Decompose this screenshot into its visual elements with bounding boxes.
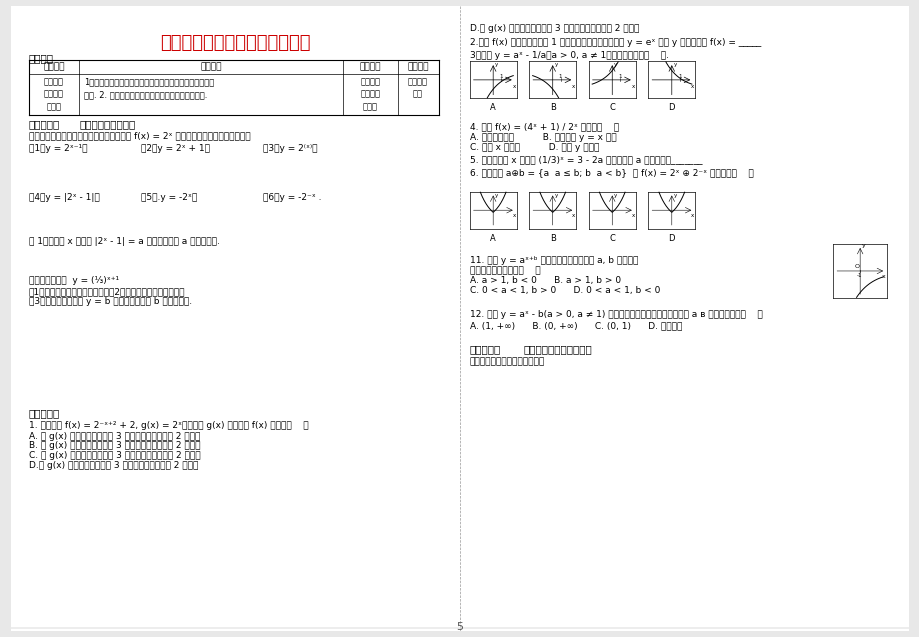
Text: A. 将 g(x) 的图像先向左平移 3 个单位，再向上平移 2 个单位: A. 将 g(x) 的图像先向左平移 3 个单位，再向上平移 2 个单位 <box>28 432 199 441</box>
Text: 1: 1 <box>558 75 562 80</box>
Text: （6）y = -2⁻ˣ .: （6）y = -2⁻ˣ . <box>263 192 321 201</box>
Text: 指数函数图像的变换: 指数函数图像的变换 <box>79 119 135 129</box>
Text: 学习目标: 学习目标 <box>200 62 221 71</box>
Text: y: y <box>554 192 557 197</box>
Text: A. 关于原点对称          B. 关于直线 y = x 对称: A. 关于原点对称 B. 关于直线 y = x 对称 <box>470 132 616 142</box>
Text: 2.函数 f(x) 的图像向右平移 1 单位长度，所得图像与曲线 y = eˣ 关于 y 轴对称，则 f(x) = _____: 2.函数 f(x) 的图像向右平移 1 单位长度，所得图像与曲线 y = eˣ … <box>470 38 760 47</box>
Text: 4. 函数 f(x) = (4ˣ + 1) / 2ˣ 的图像（    ）: 4. 函数 f(x) = (4ˣ + 1) / 2ˣ 的图像（ ） <box>470 122 618 131</box>
Text: y: y <box>494 62 498 68</box>
Text: -1: -1 <box>857 273 862 278</box>
Text: （5）.y = -2ˣ；: （5）.y = -2ˣ； <box>141 192 197 201</box>
Text: C. 0 < a < 1, b > 0      D. 0 < a < 1, b < 0: C. 0 < a < 1, b > 0 D. 0 < a < 1, b < 0 <box>470 285 660 295</box>
Text: 画出下列函数的图像，并说明它们是由函数 f(x) = 2ˣ 的图像经过怎样的变换得到的？: 画出下列函数的图像，并说明它们是由函数 f(x) = 2ˣ 的图像经过怎样的变换… <box>28 132 250 141</box>
Text: C: C <box>608 103 615 112</box>
Text: A: A <box>490 234 495 243</box>
Text: （4）y = |2ˣ - 1|；: （4）y = |2ˣ - 1|； <box>28 192 99 201</box>
Text: C: C <box>608 234 615 243</box>
Text: 对数的运
算及其换
底公式: 对数的运 算及其换 底公式 <box>44 77 64 111</box>
Text: x: x <box>572 213 575 218</box>
Text: x: x <box>881 274 885 279</box>
Text: D.将 g(x) 的图像先向右平移 3 个单位，再向下平移 2 个单位: D.将 g(x) 的图像先向右平移 3 个单位，再向下平移 2 个单位 <box>28 461 198 470</box>
Text: x: x <box>512 213 516 218</box>
Text: 选择、填
空题: 选择、填 空题 <box>408 77 427 99</box>
Text: 知识点二：: 知识点二： <box>470 345 501 354</box>
Text: x: x <box>690 213 694 218</box>
Text: y: y <box>614 62 617 68</box>
Text: 1. 已知函数 f(x) = 2⁻ˣ⁺² + 2, g(x) = 2ˣ，如何由 g(x) 的图像得 f(x) 的图像（    ）: 1. 已知函数 f(x) = 2⁻ˣ⁺² + 2, g(x) = 2ˣ，如何由 … <box>28 421 308 430</box>
Text: 课题：对数的运算及其换底公式: 课题：对数的运算及其换底公式 <box>160 34 311 52</box>
Text: 6. 定义运算 a⊕b = {a  a ≤ b; b  a < b}  则 f(x) = 2ˣ ⊕ 2⁻ˣ 的图像是（    ）: 6. 定义运算 a⊕b = {a a ≤ b; b a < b} 则 f(x) … <box>470 168 753 177</box>
Text: 例 1：若关于 x 的方程 |2ˣ - 1| = a 有两个解，求 a 的取值范围.: 例 1：若关于 x 的方程 |2ˣ - 1| = a 有两个解，求 a 的取值范… <box>28 237 220 246</box>
Text: 高考考点: 高考考点 <box>359 62 380 71</box>
Text: 12. 函数 y = aˣ - b(a > 0, a ≠ 1) 的图像经过第二、三、四象限，则 a ʙ 的取值范围为（    ）: 12. 函数 y = aˣ - b(a > 0, a ≠ 1) 的图像经过第二、… <box>470 310 762 319</box>
Text: y: y <box>494 192 498 197</box>
Text: A: A <box>490 103 495 112</box>
Text: 指数型函数定义域、值域: 指数型函数定义域、值域 <box>523 345 592 354</box>
Text: B. 将 g(x) 的图像先向左平移 3 个单位，再向下平移 2 个单位: B. 将 g(x) 的图像先向左平移 3 个单位，再向下平移 2 个单位 <box>28 441 200 450</box>
Text: 知识点一：: 知识点一： <box>28 119 60 129</box>
Text: O: O <box>854 264 858 269</box>
Text: D: D <box>668 103 675 112</box>
Text: 学习内容: 学习内容 <box>43 62 64 71</box>
Text: x: x <box>512 84 516 89</box>
Text: 3．函数 y = aˣ - 1/a（a > 0, a ≠ 1）的图像可能是（    ）.: 3．函数 y = aˣ - 1/a（a > 0, a ≠ 1）的图像可能是（ ）… <box>470 52 668 61</box>
Text: y: y <box>861 243 865 248</box>
Text: x: x <box>690 84 694 89</box>
Text: y: y <box>673 62 676 68</box>
Text: A. (1, +∞)      B. (0, +∞)      C. (0, 1)      D. 无法确定: A. (1, +∞) B. (0, +∞) C. (0, 1) D. 无法确定 <box>470 321 681 330</box>
Text: 1: 1 <box>499 75 502 80</box>
Text: y: y <box>614 192 617 197</box>
Text: （3）y = 2⁽ˣ⁾；: （3）y = 2⁽ˣ⁾； <box>263 143 317 153</box>
Text: D.将 g(x) 的图像先向右平移 3 个单位，再向下平移 2 个单位: D.将 g(x) 的图像先向右平移 3 个单位，再向下平移 2 个单位 <box>470 24 639 33</box>
Text: C. 将 g(x) 的图像先向右平移 3 个单位，再向上平移 2 个单位: C. 将 g(x) 的图像先向右平移 3 个单位，再向上平移 2 个单位 <box>28 451 200 461</box>
Text: B: B <box>550 103 555 112</box>
Text: A. a > 1, b < 0      B. a > 1, b > 0: A. a > 1, b < 0 B. a > 1, b > 0 <box>470 276 620 285</box>
Text: （2）y = 2ˣ + 1；: （2）y = 2ˣ + 1； <box>141 143 210 153</box>
Text: D: D <box>668 234 675 243</box>
Text: 1: 1 <box>677 75 681 80</box>
Text: 11. 函数 y = aˣ⁺ᵇ 的图象如图所示，其中 a, b 为常数，: 11. 函数 y = aˣ⁺ᵇ 的图象如图所示，其中 a, b 为常数， <box>470 256 638 265</box>
Text: 对数的运
算性质及
其应用: 对数的运 算性质及 其应用 <box>360 77 380 111</box>
Text: 例：求下列函数的定义域和值域: 例：求下列函数的定义域和值域 <box>470 357 544 366</box>
Text: 变式：已知函数  y = (⅓)ˣ⁺¹: 变式：已知函数 y = (⅓)ˣ⁺¹ <box>28 276 119 285</box>
Text: C. 关于 x 轴对称          D. 关于 y 轴对称: C. 关于 x 轴对称 D. 关于 y 轴对称 <box>470 143 598 152</box>
Text: y: y <box>673 192 676 197</box>
Text: B: B <box>550 234 555 243</box>
Text: 1: 1 <box>618 75 621 80</box>
Text: 自我检测：: 自我检测： <box>28 408 60 418</box>
Text: 5: 5 <box>456 622 463 632</box>
Text: 考纲解读: 考纲解读 <box>28 54 53 64</box>
Text: （3）若该曲线与直线 y = b 没有公共点，求 b 的取值范围.: （3）若该曲线与直线 y = b 没有公共点，求 b 的取值范围. <box>28 297 191 306</box>
Text: 5. 若关于关于 x 的方程 (1/3)ˣ = 3 - 2a 有负根，则 a 的取值范围_______: 5. 若关于关于 x 的方程 (1/3)ˣ = 3 - 2a 有负根，则 a 的… <box>470 155 701 164</box>
Text: （1）y = 2ˣ⁻¹；: （1）y = 2ˣ⁻¹； <box>28 143 87 153</box>
Text: 则下列结论正确的是（    ）: 则下列结论正确的是（ ） <box>470 266 539 275</box>
Text: 1．掌握对数的运算性质，并能理解推导这些法则的依据和
过程. 2. 初步掌握对数运算的换底公式及其简单应用.: 1．掌握对数的运算性质，并能理解推导这些法则的依据和 过程. 2. 初步掌握对数… <box>85 77 214 99</box>
Text: y: y <box>554 62 557 68</box>
Text: x: x <box>572 84 575 89</box>
Text: 考查题型: 考查题型 <box>407 62 428 71</box>
Text: （1）作出函数的图像（简图）；（2）由图像指出其单调区间；: （1）作出函数的图像（简图）；（2）由图像指出其单调区间； <box>28 288 185 297</box>
Text: x: x <box>631 213 634 218</box>
Text: x: x <box>631 84 634 89</box>
